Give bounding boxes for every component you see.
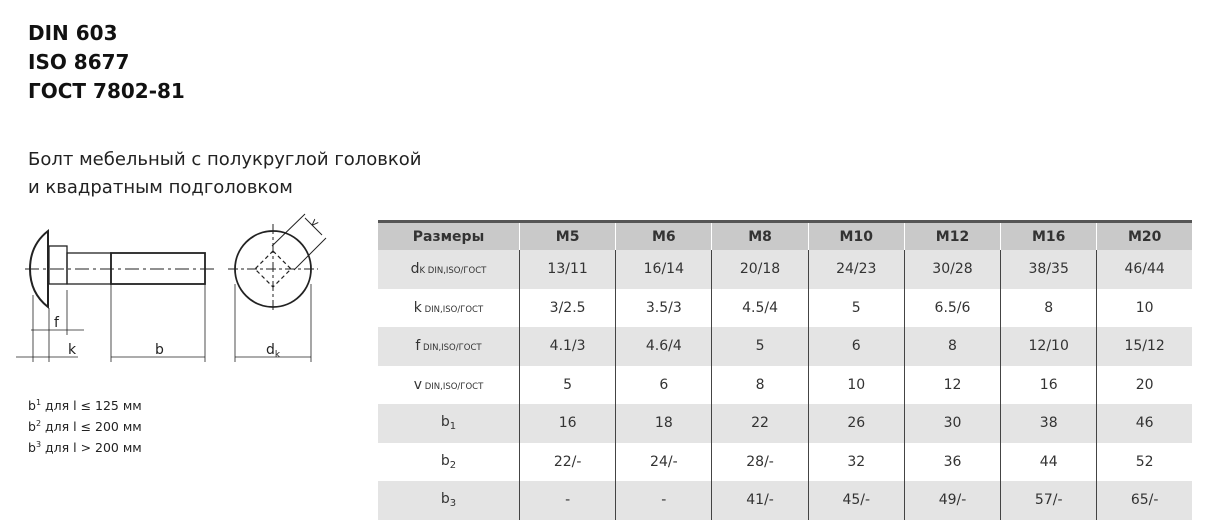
table-cell: 41/-	[711, 481, 809, 520]
table-cell: 49/-	[903, 481, 1001, 520]
column-header: M10	[807, 220, 905, 250]
table-row: b2 22/- 24/- 28/- 32 36 44 52	[378, 442, 1192, 481]
table-cell: 5	[807, 288, 905, 327]
note: b3 для l > 200 мм	[28, 440, 142, 456]
table-cell: 8	[1000, 288, 1097, 327]
bolt-drawing: f k b dk v	[16, 213, 327, 362]
table-cell: 30/28	[903, 250, 1001, 289]
table-cell: 18	[615, 404, 712, 443]
table-cell: 8	[711, 365, 809, 404]
column-header: M12	[903, 220, 1001, 250]
table-cell: 4.6/4	[615, 327, 712, 366]
table-cell: 4.1/3	[518, 327, 616, 366]
table-cell: 24/23	[807, 250, 905, 289]
table-cell: -	[615, 481, 712, 520]
table-row: dk DIN,ISO/ГОСТ 13/11 16/14 20/18 24/23 30/28…	[378, 250, 1192, 289]
table-cell: 12/10	[1000, 327, 1097, 366]
table-cell: 30	[903, 404, 1001, 443]
table-row: b1 16 18 22 26 30 38 46	[378, 404, 1192, 443]
table-cell: 12	[903, 365, 1001, 404]
column-header: M5	[518, 220, 616, 250]
column-header: Размеры	[378, 220, 520, 250]
column-header: M6	[615, 220, 712, 250]
table-cell: 10	[807, 365, 905, 404]
table-cell: 45/-	[807, 481, 905, 520]
table-cell: 20/18	[711, 250, 809, 289]
table-cell: 6	[807, 327, 905, 366]
table-cell: 8	[903, 327, 1001, 366]
column-header: M20	[1096, 220, 1192, 250]
label-f: f	[54, 315, 60, 331]
table-cell: 10	[1096, 288, 1192, 327]
note: b1 для l ≤ 125 мм	[28, 398, 142, 414]
table-cell: 22	[711, 404, 809, 443]
standard-iso: ISO 8677	[28, 50, 130, 74]
table-cell: 57/-	[1000, 481, 1097, 520]
notes: b1 для l ≤ 125 мм b2 для l ≤ 200 мм b3 д…	[28, 394, 142, 457]
table-row: f DIN,ISO/ГОСТ 4.1/3 4.6/4 5 6 8 12/10 15/12	[378, 327, 1192, 366]
dimensions-table: Размеры M5 M6 M8 M10 M12 M16 M20 dk DIN,ISO/ГОС…	[378, 220, 1192, 520]
row-label: b1	[378, 404, 520, 443]
table-cell: 38/35	[1000, 250, 1097, 289]
table-row: b3- -41/- 45/- 49/- 57/- 65/-	[378, 481, 1192, 520]
table-cell: 26	[807, 404, 905, 443]
table-cell: 6	[615, 365, 712, 404]
table-cell: 28/-	[711, 442, 809, 481]
row-label: b3	[378, 481, 520, 520]
table-cell: 4.5/4	[711, 288, 809, 327]
table-cell: 46/44	[1096, 250, 1192, 289]
table-cell: 22/-	[518, 442, 616, 481]
row-label: dk DIN,ISO/ГОСТ	[378, 250, 520, 289]
row-label: v DIN,ISO/ГОСТ	[413, 376, 484, 393]
label-dk: dk	[266, 342, 281, 360]
table-cell: 20	[1096, 365, 1192, 404]
table-cell: 5	[518, 365, 616, 404]
standard-gost: ГОСТ 7802-81	[28, 79, 185, 103]
row-label: b2	[440, 452, 457, 471]
note: b2 для l ≤ 200 мм	[28, 419, 142, 435]
table-cell: 36	[903, 442, 1001, 481]
table-cell: 5	[711, 327, 809, 366]
table-cell: 3.5/3	[615, 288, 712, 327]
table-cell: 15/12	[1096, 327, 1192, 366]
table-cell: 13/11	[518, 250, 616, 289]
table-cell: 32	[807, 442, 905, 481]
column-header: M16	[1000, 220, 1097, 250]
table-cell: 44	[1000, 442, 1097, 481]
table-cell: 46	[1096, 404, 1192, 443]
table-cell: 16	[518, 404, 616, 443]
table-cell: 38	[1000, 404, 1097, 443]
table-cell: 65/-	[1096, 481, 1192, 520]
table-cell: 24/-	[615, 442, 712, 481]
table-cell: 16/14	[615, 250, 712, 289]
row-label: k DIN,ISO/ГОСТ	[413, 299, 484, 316]
description: Болт мебельный с полукруглой головкой и …	[28, 149, 422, 198]
table-cell: -	[518, 481, 616, 520]
row-label: f DIN,ISO/ГОСТ	[378, 327, 520, 366]
table-cell: 52	[1096, 442, 1192, 481]
table-cell: 6.5/6	[903, 288, 1001, 327]
column-header: M8	[711, 220, 809, 250]
label-b: b	[155, 342, 164, 358]
table-row: v DIN,ISO/ГОСТ 5 6 8 10 12 16 20	[378, 365, 1192, 404]
label-k: k	[68, 342, 77, 358]
table-cell: 3/2.5	[518, 288, 616, 327]
table-row: k DIN,ISO/ГОСТ 3/2.5 3.5/3 4.5/4 5 6.5/6 8 10	[378, 288, 1192, 327]
standard-din: DIN 603	[28, 21, 118, 45]
table-cell: 16	[1000, 365, 1097, 404]
